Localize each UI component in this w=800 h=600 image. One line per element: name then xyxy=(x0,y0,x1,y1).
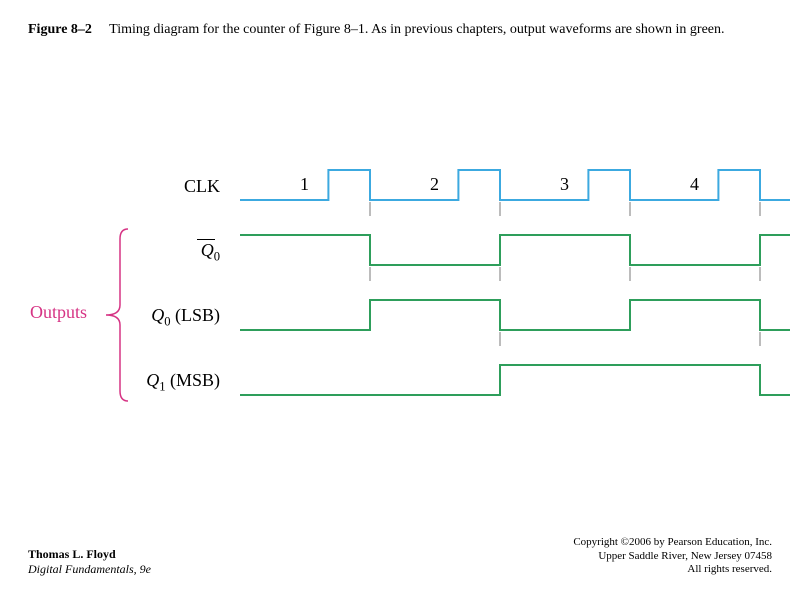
figure-number: Figure 8–2 xyxy=(28,22,92,37)
waveform-svg xyxy=(0,150,800,450)
footer-copyright-2: Upper Saddle River, New Jersey 07458 xyxy=(573,550,772,563)
timing-diagram: Outputs CLK Q0 Q0 (LSB) Q1 (MSB) 1 2 3 4 xyxy=(0,150,800,470)
footer-left: Thomas L. Floyd Digital Fundamentals, 9e xyxy=(28,547,151,576)
figure-text: Timing diagram for the counter of Figure… xyxy=(109,22,724,37)
footer-book: Digital Fundamentals, 9e xyxy=(28,562,151,576)
figure-caption: Figure 8–2 Timing diagram for the counte… xyxy=(28,22,725,38)
footer-copyright-1: Copyright ©2006 by Pearson Education, In… xyxy=(573,536,772,549)
footer-right: Copyright ©2006 by Pearson Education, In… xyxy=(573,536,772,576)
footer-author: Thomas L. Floyd xyxy=(28,547,151,561)
footer-copyright-3: All rights reserved. xyxy=(573,563,772,576)
